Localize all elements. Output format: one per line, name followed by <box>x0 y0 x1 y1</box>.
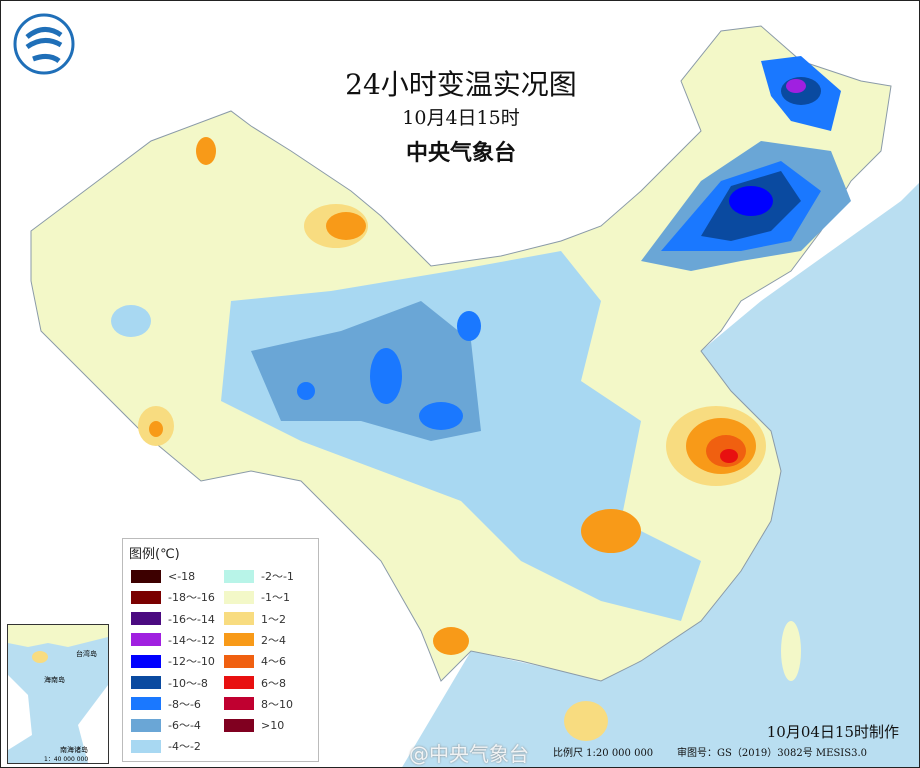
legend-item: -18～-16 <box>131 589 215 605</box>
inset-label-taiwan: 台湾岛 <box>76 650 97 658</box>
inset-label-south-sea: 南海诸岛 <box>60 746 88 754</box>
legend-swatch <box>224 676 254 689</box>
cma-logo <box>13 13 75 75</box>
legend-item: -16～-14 <box>131 611 215 627</box>
legend-label: -18～-16 <box>168 591 215 605</box>
legend-item: -8～-6 <box>131 696 201 712</box>
sea-area <box>402 183 919 767</box>
legend-label: >10 <box>261 718 285 732</box>
legend-label: -8～-6 <box>168 697 201 711</box>
legend-item: -1～1 <box>224 589 290 605</box>
legend-item: 6～8 <box>224 675 286 691</box>
legend-swatch <box>131 718 161 732</box>
legend-label: 6～8 <box>261 676 286 690</box>
legend-item: -12～-10 <box>131 653 215 669</box>
legend-label: -6～-4 <box>168 719 201 733</box>
legend-label: -2～-1 <box>261 570 294 583</box>
legend-swatch <box>131 697 161 711</box>
legend: 图例(℃) <-18 -18～-16 -16～-14 -14～-12 -12～-10 -1… <box>122 538 319 762</box>
legend-label: -10～-8 <box>168 676 208 690</box>
legend-item: -10～-8 <box>131 675 208 691</box>
legend-title: 图例(℃) <box>129 547 180 562</box>
legend-item: -14～-12 <box>131 632 215 648</box>
inset-label-hainan: 海南岛 <box>44 676 65 684</box>
legend-label: -16～-14 <box>168 612 215 626</box>
legend-swatch <box>224 697 254 711</box>
production-time: 10月04日15时制作 <box>766 723 899 741</box>
legend-swatch <box>224 612 254 626</box>
legend-swatch <box>224 654 254 668</box>
issuer: 中央气象台 <box>405 141 516 166</box>
legend-label: 2～4 <box>261 633 286 647</box>
legend-swatch <box>131 676 161 689</box>
legend-label: <-18 <box>168 569 196 583</box>
legend-swatch <box>131 654 161 668</box>
legend-swatch <box>224 633 254 647</box>
legend-item: 2～4 <box>224 632 286 648</box>
south-china-sea-inset: 台湾岛 海南岛 南海诸岛 1：40 000 000 <box>7 624 109 764</box>
legend-label: 4～6 <box>261 655 286 669</box>
legend-item: <-18 <box>131 568 195 584</box>
legend-label: -1～1 <box>261 591 290 605</box>
map-title: 24小时变温实况图 <box>345 68 577 101</box>
map-scale: 比例尺 1:20 000 000 <box>553 748 654 759</box>
legend-swatch <box>131 633 161 647</box>
watermark: @中央气象台 <box>409 742 529 766</box>
legend-swatch <box>131 739 161 753</box>
legend-label: -12～-10 <box>168 655 215 669</box>
legend-label: 8～10 <box>261 697 293 711</box>
legend-item: 8～10 <box>224 696 293 712</box>
map-review-number: 审图号：GS（2019）3082号 MESIS3.0 <box>677 748 868 759</box>
legend-swatch <box>131 590 161 604</box>
legend-item: -2～-1 <box>224 568 294 584</box>
legend-label: -14～-12 <box>168 633 215 647</box>
legend-swatch <box>224 590 254 604</box>
legend-item: 4～6 <box>224 653 286 669</box>
legend-label: 1～2 <box>261 612 286 626</box>
legend-item: -4～-2 <box>131 738 201 754</box>
legend-swatch <box>224 718 254 732</box>
temperature-blobs <box>111 56 851 741</box>
legend-item: >10 <box>224 717 284 733</box>
inset-scale: 1：40 000 000 <box>44 756 89 763</box>
legend-label: -4～-2 <box>168 740 201 754</box>
legend-item: -6～-4 <box>131 717 201 733</box>
legend-item: 1～2 <box>224 611 286 627</box>
map-subtitle: 10月4日15时 <box>402 107 520 129</box>
legend-swatch <box>131 612 161 626</box>
legend-swatch <box>224 569 254 583</box>
legend-swatch <box>131 569 161 583</box>
